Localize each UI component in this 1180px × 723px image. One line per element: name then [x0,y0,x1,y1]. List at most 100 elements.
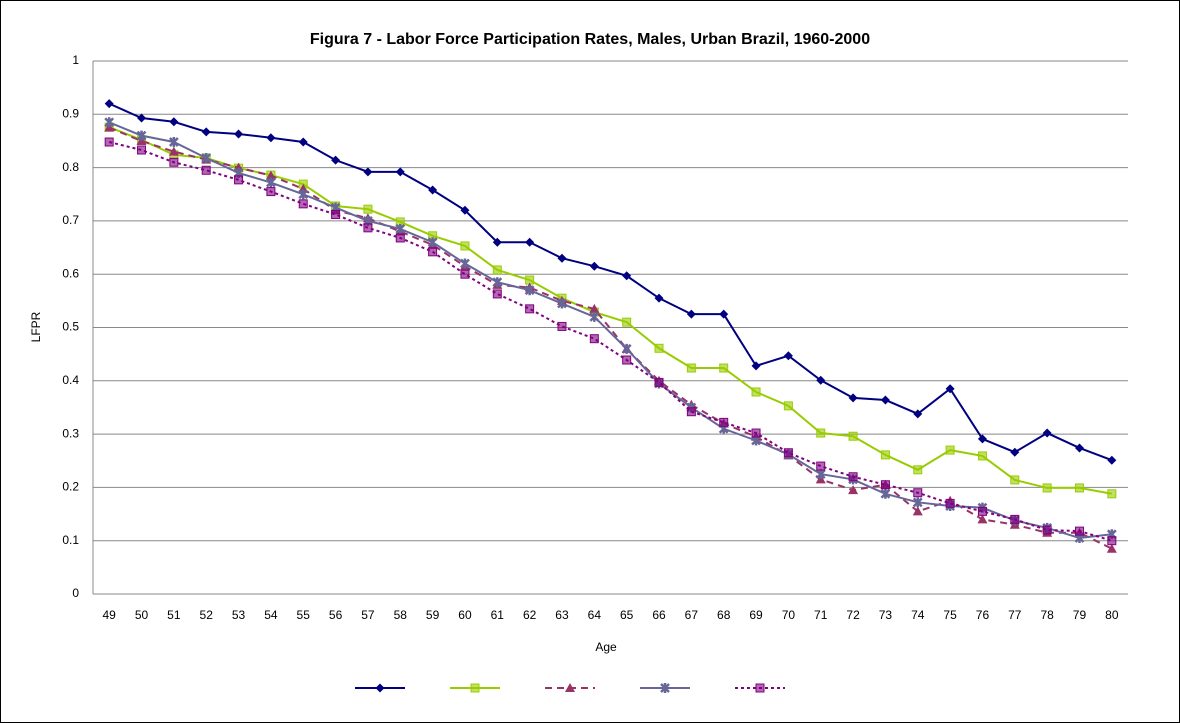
marker [234,129,244,139]
chart-title: Figura 7 - Labor Force Participation Rat… [310,31,870,48]
marker [266,177,276,188]
x-tick-label: 75 [943,608,957,622]
marker [880,488,891,499]
marker [816,428,826,438]
marker [719,363,729,373]
marker [977,514,988,524]
marker [1106,543,1117,553]
x-tick-label: 61 [491,608,505,622]
marker [945,445,955,455]
marker [266,133,276,143]
marker [589,303,600,313]
marker [913,409,923,419]
marker [977,434,987,444]
x-tick-label: 80 [1105,608,1119,622]
marker [266,187,276,197]
x-tick-label: 63 [555,608,569,622]
marker [848,485,859,495]
marker [880,395,890,405]
y-tick-label: 0.2 [62,480,79,494]
x-tick-label: 66 [652,608,666,622]
marker [201,127,211,137]
x-axis-label: Age [595,640,617,654]
legend-marker [660,683,670,693]
marker [363,223,373,233]
marker [136,130,147,141]
marker [331,210,341,220]
x-tick-label: 51 [167,608,181,622]
marker [201,153,212,164]
marker [589,261,599,271]
marker [395,223,406,234]
marker [137,113,147,123]
marker [1042,428,1052,438]
marker [169,117,179,127]
marker [492,265,502,275]
y-tick-label: 0.5 [62,320,79,334]
x-tick-label: 55 [297,608,311,622]
marker [363,167,373,177]
marker [912,506,923,516]
legend-marker [565,683,575,692]
marker [428,185,438,195]
marker [654,377,664,387]
marker [621,343,632,354]
marker [168,137,179,148]
series-line [108,121,1112,540]
marker [460,269,470,279]
x-tick-label: 77 [1008,608,1022,622]
marker [557,298,567,309]
y-axis-label: LFPR [29,311,43,342]
marker [104,99,114,109]
marker [298,137,308,147]
marker [816,375,826,385]
marker [686,363,696,373]
marker [104,117,115,128]
x-tick-label: 53 [232,608,246,622]
marker [912,497,923,508]
series-line [108,141,1113,542]
x-tick-label: 64 [588,608,602,622]
marker [395,233,405,243]
marker [751,428,761,438]
marker [848,393,858,403]
y-tick-label: 0.7 [62,213,79,227]
marker [557,253,567,263]
series-line [108,126,1113,550]
marker [1042,525,1052,535]
x-tick-label: 68 [717,608,731,622]
marker [492,237,502,247]
legend-marker [375,683,385,693]
marker [719,309,729,319]
marker [298,199,308,209]
marker [654,293,664,303]
marker [492,289,502,299]
marker [137,145,147,155]
marker [524,285,535,296]
y-tick-label: 0.8 [62,160,79,174]
series-line [108,102,1113,462]
marker [589,334,599,344]
marker [816,461,826,471]
marker [525,237,535,247]
marker [1107,536,1117,546]
x-tick-label: 49 [102,608,116,622]
x-tick-label: 59 [426,608,440,622]
x-tick-label: 69 [749,608,763,622]
marker [783,351,793,361]
x-tick-label: 72 [846,608,860,622]
x-tick-label: 54 [264,608,278,622]
marker [783,401,793,411]
marker [945,498,955,508]
marker [168,146,179,156]
x-tick-label: 76 [976,608,990,622]
x-tick-label: 70 [782,608,796,622]
marker [622,271,632,281]
marker [977,451,987,461]
y-tick-label: 0.3 [62,426,79,440]
x-tick-label: 62 [523,608,537,622]
x-tick-label: 74 [911,608,925,622]
marker [234,175,244,185]
